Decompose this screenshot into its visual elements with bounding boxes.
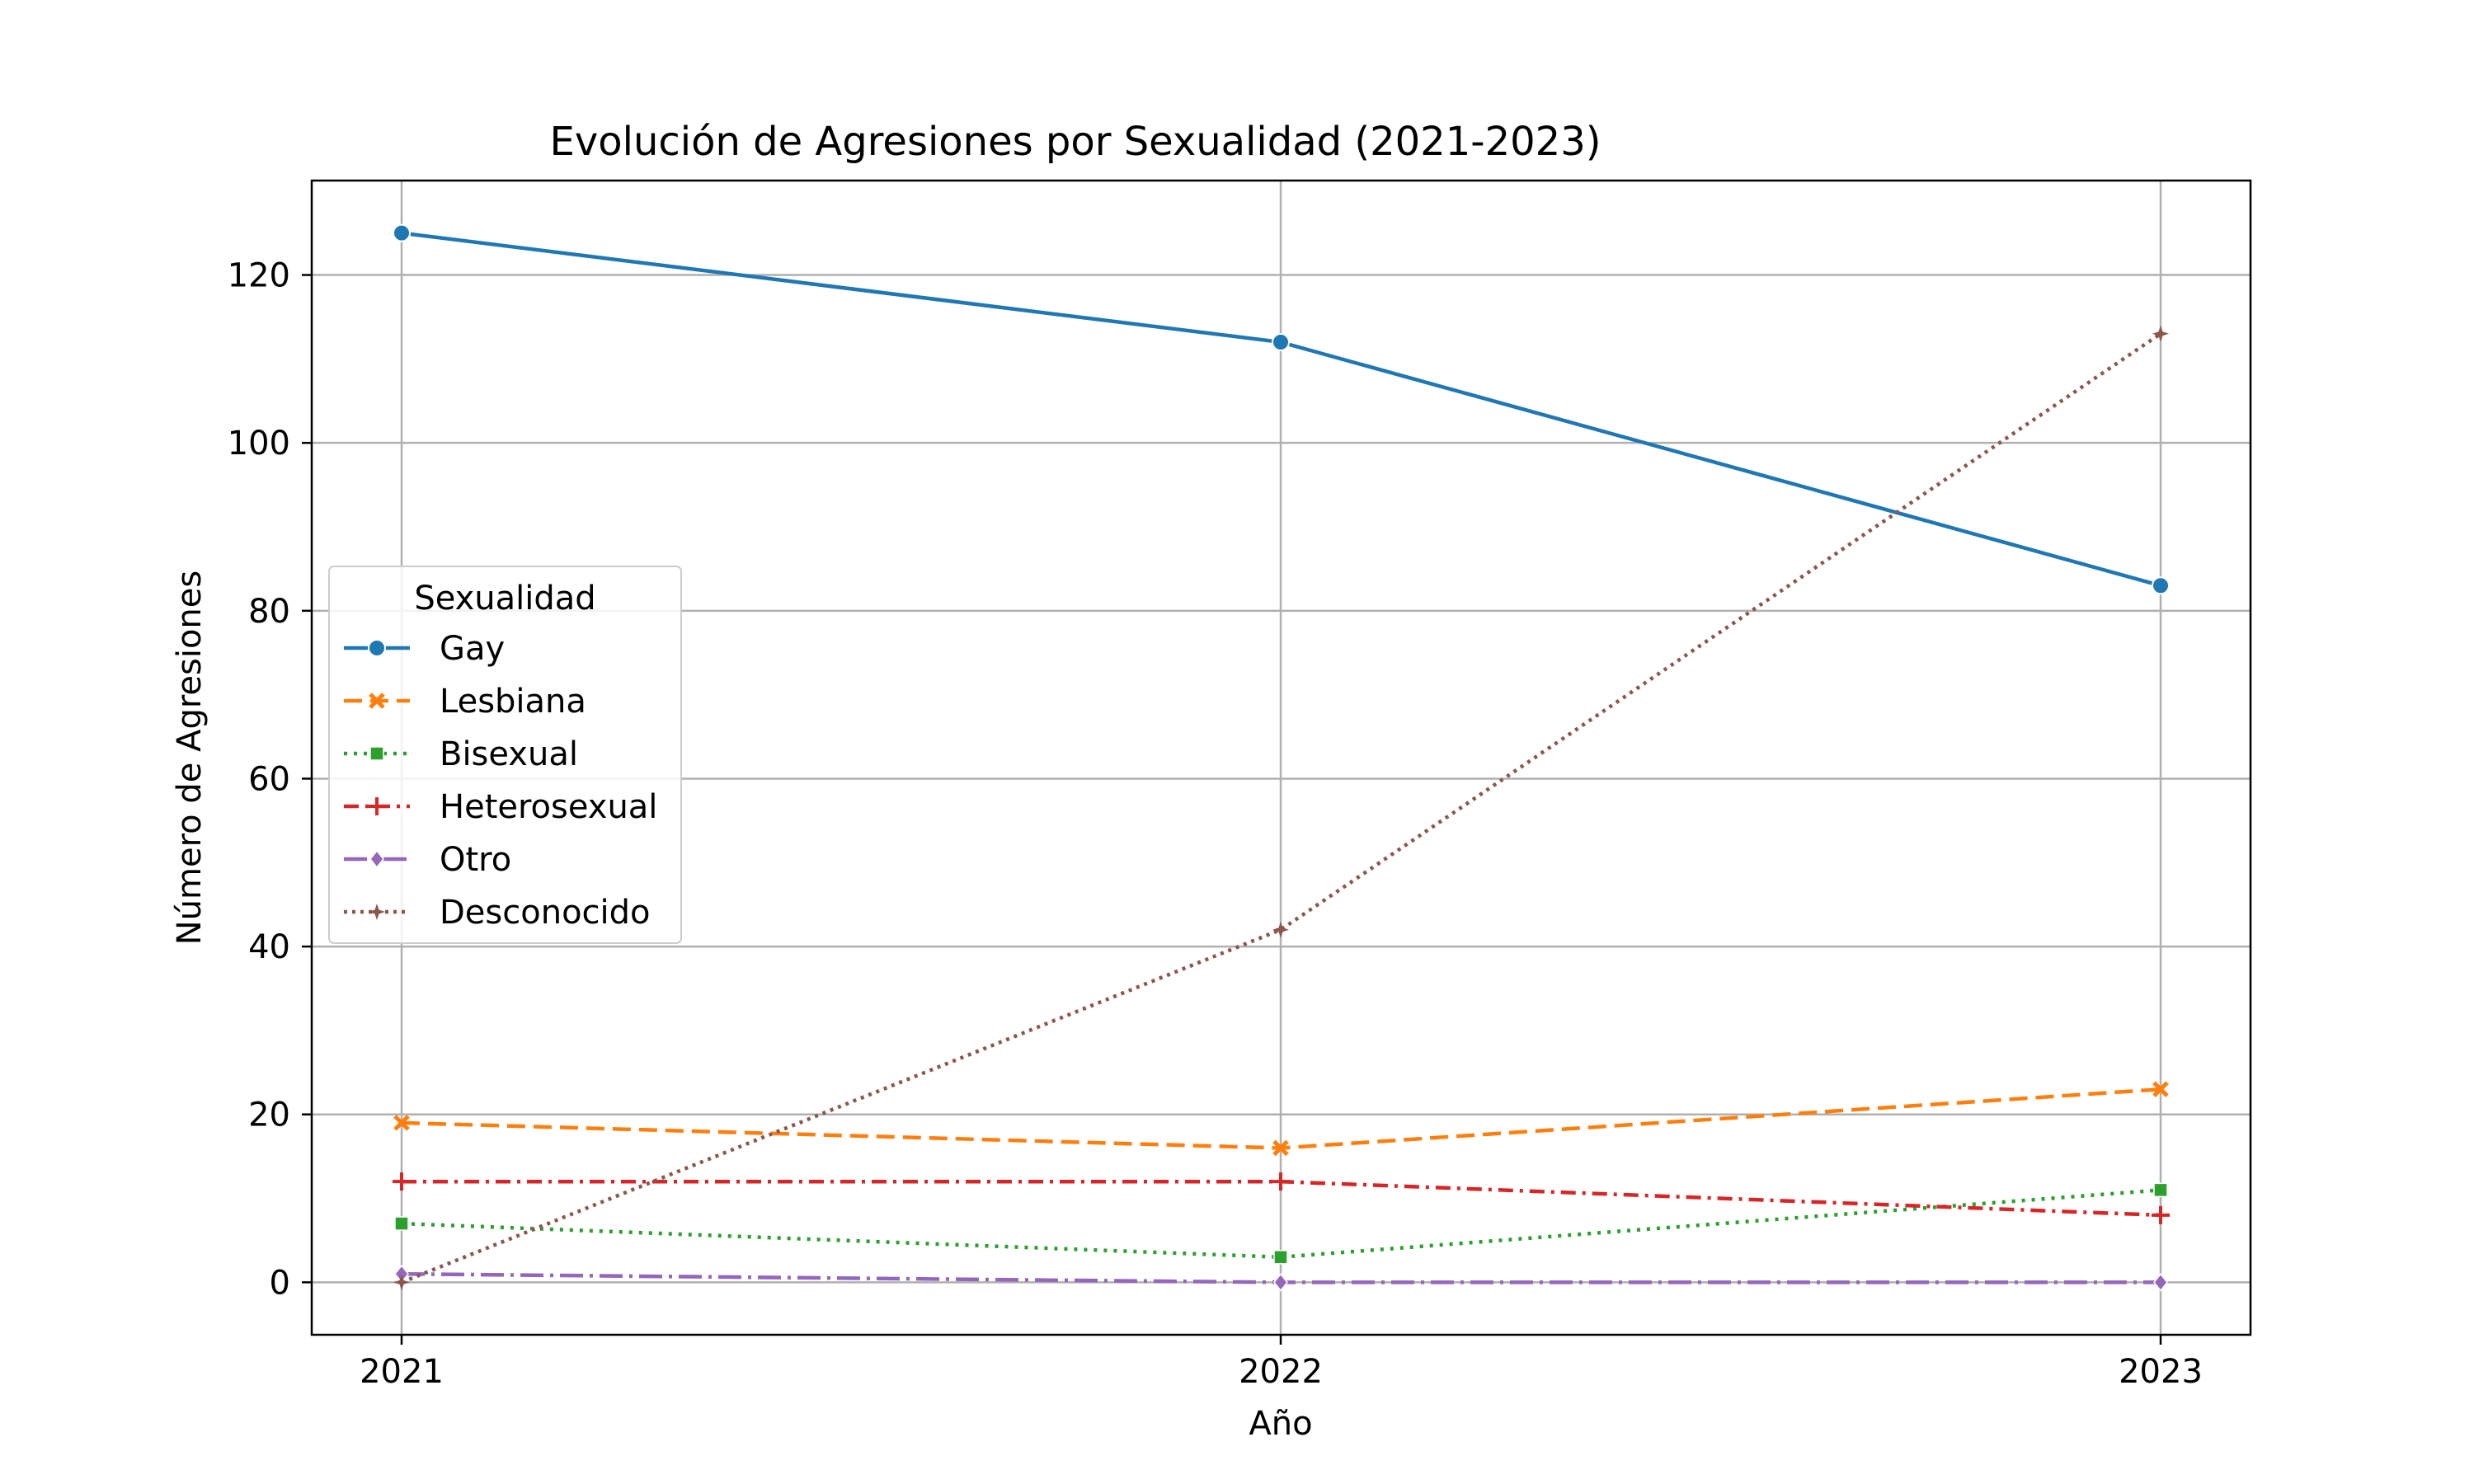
y-tick-label: 100 — [228, 425, 290, 463]
data-point-heterosexual — [393, 1172, 411, 1191]
x-tick-label: 2023 — [2119, 1353, 2203, 1391]
y-tick-label: 120 — [228, 257, 290, 295]
data-point-bisexual — [394, 1216, 409, 1231]
data-point-lesbiana — [393, 1115, 410, 1131]
series-line-desconocido — [401, 331, 2162, 1284]
x-tick-label: 2022 — [1239, 1353, 1323, 1391]
data-point-lesbiana — [2152, 1081, 2169, 1097]
legend-label-gay: Gay — [440, 630, 505, 668]
x-tick-label: 2021 — [360, 1353, 444, 1391]
legend-marker-otro — [369, 849, 384, 869]
legend-label-heterosexual: Heterosexual — [440, 788, 657, 826]
legend-label-bisexual: Bisexual — [440, 735, 578, 773]
data-point-otro — [2153, 1273, 2168, 1292]
data-point-gay — [393, 223, 411, 242]
legend: Sexualidad Gay Lesbiana Bisexual Heterosexua… — [328, 566, 682, 944]
legend-label-otro: Otro — [440, 841, 511, 879]
data-point-bisexual — [1273, 1250, 1288, 1265]
legend-marker-bisexual — [369, 746, 384, 761]
data-point-desconocido — [1272, 921, 1289, 938]
legend-marker-gay — [368, 639, 386, 657]
data-point-gay — [2152, 576, 2170, 595]
y-axis-label: Número de Agresiones — [171, 571, 209, 945]
legend-box — [328, 566, 682, 944]
y-tick-label: 0 — [270, 1264, 290, 1302]
series-markers — [393, 223, 2170, 1292]
data-point-heterosexual — [1272, 1172, 1290, 1191]
x-axis-label: Año — [1249, 1405, 1312, 1443]
legend-marker-heterosexual — [368, 797, 386, 815]
chart-title: Evolución de Agresiones por Sexualidad (… — [550, 119, 1602, 165]
data-point-otro — [1273, 1273, 1288, 1292]
y-tick-label: 60 — [248, 760, 290, 798]
x-axis: 2021 2022 2023 — [360, 1335, 2203, 1391]
legend-title: Sexualidad — [414, 580, 595, 618]
data-point-heterosexual — [2152, 1205, 2170, 1224]
data-point-desconocido — [2152, 325, 2169, 342]
y-tick-label: 40 — [248, 928, 290, 966]
y-tick-label: 20 — [248, 1097, 290, 1134]
y-tick-label: 80 — [248, 593, 290, 631]
y-axis: 0 20 40 60 80 100 120 — [228, 257, 312, 1302]
legend-label-desconocido: Desconocido — [440, 894, 651, 932]
data-point-lesbiana — [1272, 1139, 1289, 1157]
data-point-gay — [1272, 333, 1290, 351]
legend-label-lesbiana: Lesbiana — [440, 683, 586, 721]
data-point-desconocido — [393, 1274, 410, 1291]
legend-marker-desconocido — [369, 904, 385, 920]
legend-marker-lesbiana — [369, 693, 385, 709]
data-point-bisexual — [2153, 1182, 2168, 1198]
